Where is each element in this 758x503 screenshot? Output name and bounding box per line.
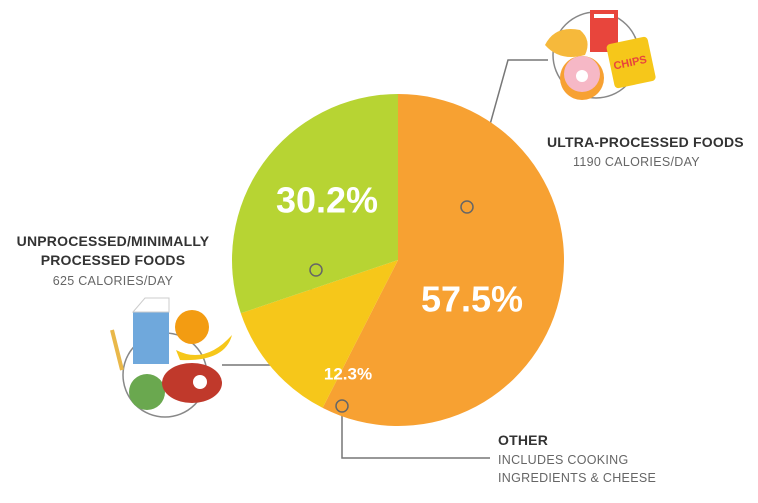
unprocessed-icon	[110, 297, 232, 418]
pie-slice	[322, 94, 565, 427]
leader-dot	[335, 399, 349, 413]
pie	[232, 93, 565, 427]
category-description: 1190 CALORIES/DAY	[573, 155, 700, 169]
category-description: INCLUDES COOKING INGREDIENTS & CHEESE	[498, 453, 657, 485]
value-label: 57.5%	[421, 279, 523, 320]
value-labels: 57.5% 12.3% 30.2%	[276, 180, 523, 384]
leader-dot	[309, 263, 323, 277]
leader-dot	[460, 200, 474, 214]
value-label: 30.2%	[276, 180, 378, 221]
category-description: 625 CALORIES/DAY	[52, 274, 174, 288]
leader-line	[341, 406, 490, 459]
category-label: ULTRA-PROCESSED FOODS	[547, 134, 744, 150]
ultra-processed-icon: CHIPS	[545, 10, 656, 100]
category-label: UNPROCESSED/MINIMALLY PROCESSED FOODS	[16, 233, 210, 268]
value-label: 12.3%	[324, 364, 372, 383]
pie-slice	[240, 260, 398, 408]
pie-slice	[232, 93, 398, 314]
category-label: OTHER	[498, 432, 548, 448]
